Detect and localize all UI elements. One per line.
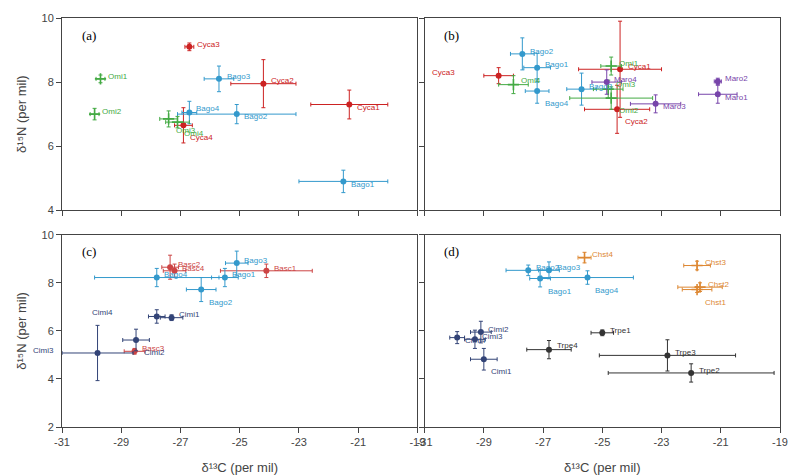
- svg-text:δ¹³C (per mil): δ¹³C (per mil): [564, 460, 641, 475]
- svg-text:Omi4: Omi4: [521, 76, 541, 85]
- svg-text:10: 10: [42, 12, 54, 24]
- svg-text:(b): (b): [444, 28, 459, 43]
- svg-text:-19: -19: [772, 436, 788, 448]
- svg-text:-23: -23: [291, 436, 307, 448]
- svg-text:-29: -29: [113, 436, 129, 448]
- svg-text:Cimi3: Cimi3: [482, 332, 503, 341]
- svg-text:Bago4: Bago4: [595, 286, 619, 295]
- svg-text:2: 2: [48, 421, 54, 433]
- svg-text:Basc3: Basc3: [142, 344, 165, 353]
- svg-text:Trpe2: Trpe2: [699, 366, 720, 375]
- svg-text:δ¹⁵N (per mil): δ¹⁵N (per mil): [14, 292, 29, 370]
- svg-text:Cyca1: Cyca1: [357, 103, 380, 112]
- svg-text:Bago4: Bago4: [164, 270, 188, 279]
- svg-text:Cimi3: Cimi3: [33, 346, 54, 355]
- svg-text:Bago1: Bago1: [545, 60, 569, 69]
- svg-text:-23: -23: [654, 436, 670, 448]
- svg-text:Omi3: Omi3: [176, 126, 196, 135]
- svg-text:Maro1: Maro1: [725, 93, 748, 102]
- svg-text:Omi2: Omi2: [102, 107, 122, 116]
- svg-text:Bago3: Bago3: [244, 256, 268, 265]
- svg-text:Omi2: Omi2: [619, 106, 639, 115]
- svg-text:(a): (a): [82, 28, 96, 43]
- svg-text:(c): (c): [82, 244, 96, 259]
- svg-text:Cyca4: Cyca4: [190, 133, 213, 142]
- svg-text:-31: -31: [54, 436, 70, 448]
- svg-text:Bago2: Bago2: [209, 298, 233, 307]
- svg-text:Cyca1: Cyca1: [628, 62, 651, 71]
- svg-text:Maro3: Maro3: [663, 102, 686, 111]
- svg-text:Bago2: Bago2: [530, 47, 554, 56]
- svg-text:Trpe4: Trpe4: [557, 341, 578, 350]
- svg-text:Bago4: Bago4: [196, 104, 220, 113]
- svg-text:Cimi1: Cimi1: [179, 310, 200, 319]
- svg-text:-25: -25: [232, 436, 248, 448]
- svg-text:-19: -19: [409, 436, 425, 448]
- svg-text:Omi4: Omi4: [184, 129, 204, 138]
- svg-text:δ¹⁵N (per mil): δ¹⁵N (per mil): [14, 75, 29, 153]
- svg-text:(d): (d): [444, 244, 459, 259]
- svg-text:-27: -27: [173, 436, 189, 448]
- svg-text:4: 4: [48, 204, 54, 216]
- svg-text:Cyca3: Cyca3: [432, 68, 455, 77]
- svg-text:Omi1: Omi1: [108, 72, 128, 81]
- svg-text:Bago3: Bago3: [227, 72, 251, 81]
- svg-text:Chst2: Chst2: [708, 280, 729, 289]
- svg-text:Cimi1: Cimi1: [491, 367, 512, 376]
- svg-text:Bago2: Bago2: [536, 263, 560, 272]
- svg-text:Cyca2: Cyca2: [271, 76, 294, 85]
- svg-text:Cimi2: Cimi2: [144, 348, 165, 357]
- svg-text:8: 8: [48, 277, 54, 289]
- svg-text:-21: -21: [713, 436, 729, 448]
- svg-text:Chst1: Chst1: [705, 298, 726, 307]
- svg-text:Basc1: Basc1: [274, 264, 297, 273]
- svg-text:8: 8: [48, 76, 54, 88]
- svg-text:Trpe1: Trpe1: [610, 326, 631, 335]
- svg-text:Cyca2: Cyca2: [625, 117, 648, 126]
- svg-text:Basc2: Basc2: [178, 260, 201, 269]
- svg-text:Chst3: Chst3: [705, 258, 726, 267]
- svg-text:Cimi4: Cimi4: [465, 336, 486, 345]
- svg-text:-29: -29: [476, 436, 492, 448]
- svg-text:Bago3: Bago3: [557, 263, 581, 272]
- svg-text:10: 10: [42, 229, 54, 241]
- svg-text:Cimi2: Cimi2: [488, 325, 509, 334]
- svg-text:Bago2: Bago2: [244, 112, 268, 121]
- svg-text:Bago3: Bago3: [589, 82, 613, 91]
- svg-text:Basc4: Basc4: [182, 264, 205, 273]
- svg-text:-21: -21: [350, 436, 366, 448]
- svg-text:Bago1: Bago1: [232, 270, 256, 279]
- svg-text:-27: -27: [535, 436, 551, 448]
- svg-text:4: 4: [48, 373, 54, 385]
- svg-text:δ¹³C (per mil): δ¹³C (per mil): [201, 460, 278, 475]
- svg-text:Bago1: Bago1: [548, 287, 572, 296]
- svg-text:Maro4: Maro4: [614, 75, 637, 84]
- svg-text:6: 6: [48, 325, 54, 337]
- svg-text:6: 6: [48, 140, 54, 152]
- svg-text:-25: -25: [594, 436, 610, 448]
- svg-text:Bago4: Bago4: [545, 99, 569, 108]
- svg-text:-31: -31: [417, 436, 433, 448]
- svg-text:Omi3: Omi3: [616, 80, 636, 89]
- svg-text:Omi1: Omi1: [619, 59, 639, 68]
- svg-text:Maro2: Maro2: [725, 74, 748, 83]
- svg-text:Chst4: Chst4: [592, 250, 613, 259]
- svg-text:Bago1: Bago1: [351, 180, 375, 189]
- svg-text:Trpe3: Trpe3: [675, 348, 696, 357]
- svg-text:Cimi4: Cimi4: [92, 308, 113, 317]
- svg-text:Cyca3: Cyca3: [197, 40, 220, 49]
